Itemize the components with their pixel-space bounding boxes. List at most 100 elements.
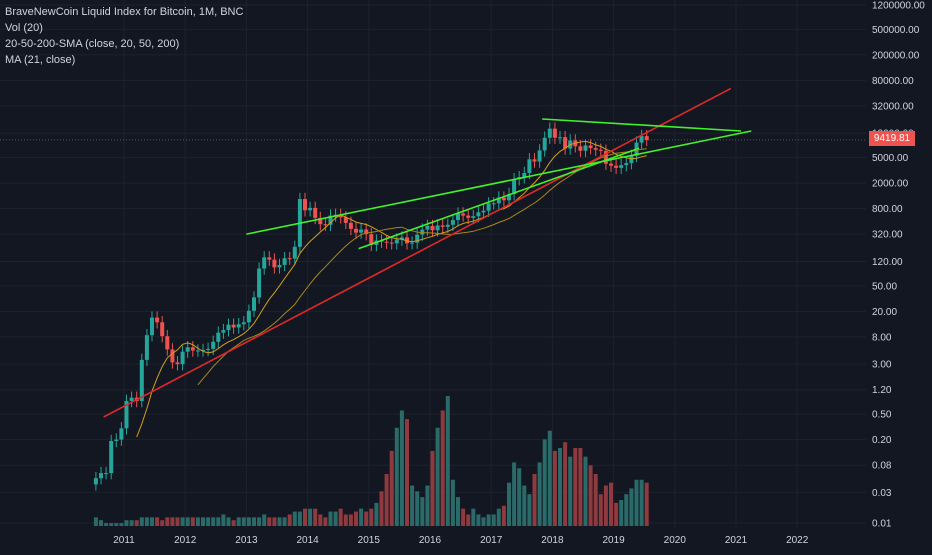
candle[interactable]	[629, 155, 634, 164]
candle[interactable]	[563, 137, 568, 149]
candle[interactable]	[338, 214, 343, 218]
candle[interactable]	[450, 220, 455, 225]
green-support-line[interactable]	[246, 130, 752, 235]
candle[interactable]	[435, 225, 440, 231]
candle[interactable]	[241, 322, 246, 325]
candle[interactable]	[598, 149, 603, 151]
candle[interactable]	[619, 165, 624, 168]
candle[interactable]	[114, 439, 119, 442]
candle[interactable]	[359, 229, 364, 233]
legend-symbol-title[interactable]: BraveNewCoin Liquid Index for Bitcoin, 1…	[5, 6, 244, 18]
candle[interactable]	[440, 225, 445, 227]
candle[interactable]	[257, 268, 262, 298]
candle[interactable]	[354, 228, 358, 233]
candle[interactable]	[211, 341, 216, 349]
candle[interactable]	[318, 217, 323, 225]
candle[interactable]	[236, 324, 241, 328]
candle[interactable]	[507, 194, 511, 201]
candle[interactable]	[272, 259, 277, 268]
legend-ma[interactable]: MA (21, close)	[5, 54, 76, 66]
candle[interactable]	[445, 224, 450, 227]
candle[interactable]	[456, 213, 460, 221]
candle[interactable]	[410, 242, 415, 244]
candle[interactable]	[644, 136, 649, 140]
candle[interactable]	[282, 258, 287, 265]
candle[interactable]	[614, 165, 619, 168]
candle[interactable]	[155, 317, 160, 323]
candle[interactable]	[226, 324, 231, 331]
candle[interactable]	[624, 163, 629, 166]
candle[interactable]	[180, 351, 185, 365]
candle[interactable]	[262, 257, 267, 269]
candle[interactable]	[542, 137, 547, 151]
candle[interactable]	[277, 264, 282, 268]
candle[interactable]	[216, 332, 221, 342]
candle[interactable]	[384, 241, 389, 243]
candle[interactable]	[609, 163, 613, 166]
candle[interactable]	[558, 137, 562, 139]
trend-lines[interactable]	[0, 87, 866, 418]
candle[interactable]	[481, 210, 486, 213]
candle[interactable]	[252, 297, 256, 311]
candle[interactable]	[399, 237, 404, 240]
candle[interactable]	[267, 257, 272, 260]
candle[interactable]	[527, 159, 532, 174]
candle[interactable]	[603, 150, 608, 164]
candle[interactable]	[195, 350, 200, 352]
candle[interactable]	[394, 239, 399, 244]
candle[interactable]	[369, 234, 374, 245]
candle[interactable]	[522, 173, 527, 178]
candle[interactable]	[364, 229, 369, 235]
candle[interactable]	[287, 258, 292, 260]
candle[interactable]	[491, 203, 496, 205]
candle[interactable]	[206, 348, 211, 350]
candle[interactable]	[124, 400, 129, 429]
candle[interactable]	[185, 347, 190, 352]
candle[interactable]	[313, 207, 318, 218]
candle[interactable]	[639, 136, 644, 143]
candle[interactable]	[129, 397, 134, 401]
candle[interactable]	[430, 225, 435, 231]
candle[interactable]	[552, 128, 557, 138]
candle[interactable]	[588, 145, 593, 149]
candle[interactable]	[292, 246, 297, 259]
candle[interactable]	[175, 362, 180, 365]
candle[interactable]	[144, 335, 149, 360]
candle[interactable]	[139, 359, 144, 401]
candle[interactable]	[471, 216, 476, 218]
candle[interactable]	[583, 145, 588, 151]
candle[interactable]	[119, 428, 124, 440]
candle[interactable]	[466, 215, 471, 218]
green-upper-line[interactable]	[542, 118, 742, 132]
candle[interactable]	[501, 197, 506, 201]
candle[interactable]	[537, 150, 542, 162]
candle[interactable]	[461, 213, 466, 216]
candle[interactable]	[328, 215, 333, 225]
candle[interactable]	[578, 146, 583, 151]
candle[interactable]	[104, 473, 109, 475]
candle[interactable]	[160, 322, 165, 337]
candle[interactable]	[246, 310, 251, 323]
candle[interactable]	[532, 159, 537, 162]
candle[interactable]	[343, 217, 348, 223]
candle[interactable]	[231, 324, 236, 328]
candle[interactable]	[415, 234, 420, 243]
candle[interactable]	[308, 207, 313, 211]
candle[interactable]	[389, 242, 394, 244]
candle[interactable]	[221, 330, 226, 333]
green-lower-line[interactable]	[358, 147, 640, 250]
candle[interactable]	[496, 197, 501, 204]
candle[interactable]	[190, 347, 195, 351]
red-trend-line[interactable]	[103, 87, 732, 418]
candle[interactable]	[348, 222, 353, 229]
candle[interactable]	[476, 212, 481, 217]
candle[interactable]	[425, 225, 430, 230]
time-axis[interactable]: 2011 2012 2013 2014 2015 2016 2017 2018 2019 2020…	[113, 535, 809, 546]
candle[interactable]	[593, 148, 598, 150]
legend-sma[interactable]: 20-50-200-SMA (close, 20, 50, 200)	[5, 38, 180, 50]
candle[interactable]	[486, 203, 491, 211]
candle[interactable]	[150, 317, 154, 336]
candle[interactable]	[93, 478, 98, 485]
candle[interactable]	[109, 441, 114, 474]
